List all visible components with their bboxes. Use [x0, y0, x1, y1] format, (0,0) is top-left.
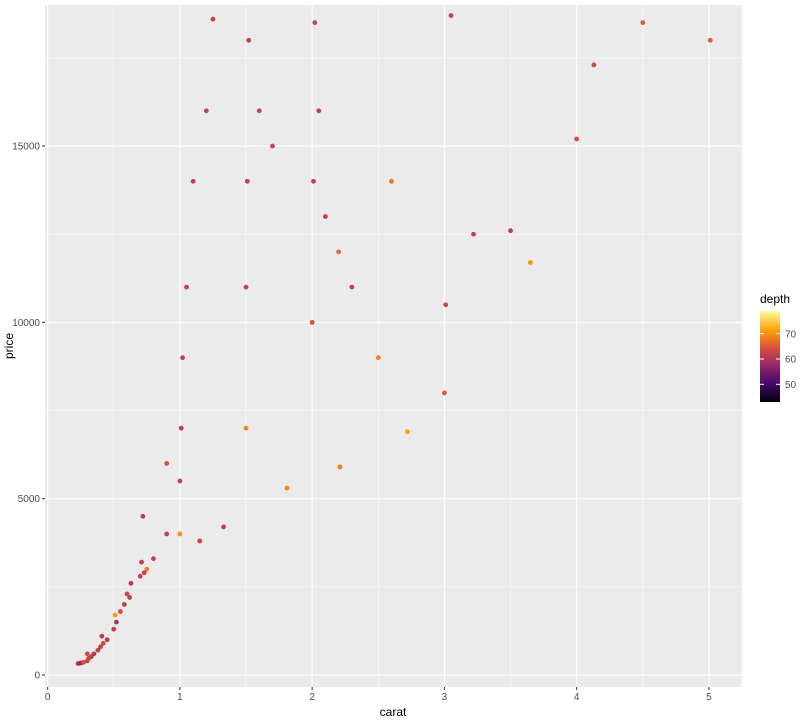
data-point: [349, 284, 355, 290]
data-point: [80, 659, 86, 665]
data-point: [117, 609, 123, 614]
x-tick-label: 1: [177, 692, 183, 703]
data-point: [177, 478, 183, 484]
data-point: [203, 108, 209, 114]
data-point: [139, 559, 144, 565]
data-point: [574, 136, 580, 142]
data-point: [180, 355, 185, 361]
legend-tick-label: 50: [785, 380, 797, 391]
x-tick-label: 4: [574, 692, 580, 703]
y-tick-label: 15000: [12, 142, 40, 153]
data-point: [210, 16, 216, 22]
data-point: [112, 612, 118, 618]
y-tick-label: 5000: [18, 494, 41, 505]
x-tick-label: 0: [45, 692, 51, 703]
y-tick-labels: 0 5000 10000 15000: [12, 142, 40, 682]
data-point: [124, 591, 130, 597]
data-point: [84, 651, 90, 657]
y-tick-label: 0: [34, 671, 40, 682]
data-point: [309, 319, 315, 325]
legend: depth 50 60 70: [760, 292, 797, 402]
data-point: [184, 284, 189, 290]
data-point: [448, 13, 454, 18]
data-point: [91, 651, 97, 657]
data-point: [244, 178, 250, 184]
data-point: [98, 644, 103, 650]
data-point: [221, 524, 226, 530]
data-point: [95, 647, 101, 653]
y-axis-title: price: [2, 333, 16, 359]
data-point: [111, 626, 117, 632]
data-point: [151, 556, 156, 562]
data-point: [178, 425, 184, 431]
data-point: [243, 425, 249, 431]
data-point: [140, 513, 146, 519]
data-point: [311, 178, 316, 184]
data-point: [284, 485, 290, 491]
data-point: [336, 249, 342, 255]
data-point: [404, 429, 410, 435]
data-point: [137, 573, 143, 579]
data-point: [177, 531, 183, 537]
legend-ticks: 50 60 70: [760, 329, 797, 391]
data-point: [707, 37, 713, 43]
data-point: [127, 595, 133, 600]
data-points: [75, 13, 713, 666]
x-tick-label: 2: [309, 692, 315, 703]
data-point: [312, 20, 318, 26]
data-point: [270, 143, 275, 149]
data-point: [527, 260, 533, 265]
data-point: [121, 602, 127, 607]
data-point: [508, 228, 513, 234]
data-point: [322, 214, 328, 219]
data-point: [389, 178, 394, 184]
x-tick-label: 3: [442, 692, 448, 703]
legend-tick-label: 60: [785, 355, 797, 366]
grid-lines: [45, 5, 742, 687]
data-point: [190, 178, 196, 184]
plot-background: [45, 5, 742, 687]
data-point: [144, 566, 150, 572]
data-point: [442, 390, 447, 396]
data-point: [99, 633, 105, 639]
data-point: [316, 108, 322, 114]
data-point: [337, 464, 343, 470]
y-tick-label: 10000: [12, 318, 40, 329]
data-point: [443, 302, 449, 308]
data-point: [256, 108, 262, 114]
data-point: [141, 570, 147, 576]
data-point: [591, 62, 597, 68]
data-point: [246, 37, 252, 43]
x-tick-label: 5: [706, 692, 712, 703]
data-point: [164, 531, 170, 537]
data-point: [104, 637, 110, 643]
legend-colorbar: [760, 311, 780, 402]
data-point: [164, 461, 170, 466]
x-axis-title: carat: [380, 705, 407, 719]
axis-ticks: [42, 145, 710, 690]
legend-title: depth: [760, 292, 790, 306]
data-point: [128, 580, 134, 586]
data-point: [114, 619, 119, 625]
data-point: [197, 538, 203, 544]
data-point: [243, 284, 249, 290]
x-tick-labels: 0 1 2 3 4 5: [45, 692, 712, 703]
data-point: [375, 355, 381, 361]
legend-tick-label: 70: [785, 329, 797, 340]
data-point: [471, 231, 476, 237]
data-point: [640, 20, 646, 26]
data-point: [100, 640, 106, 646]
